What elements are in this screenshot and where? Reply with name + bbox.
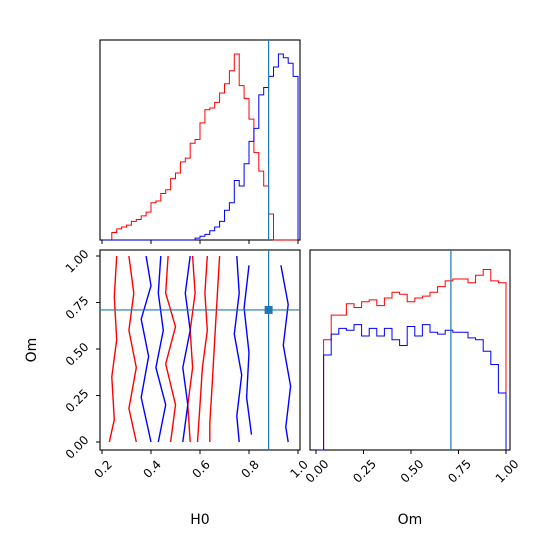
joint-truth-marker [264,305,273,314]
om-xtick-label-4: 1.00 [493,457,522,486]
om-xtick-label-1: 0.25 [350,457,379,486]
joint-y-ticks: 0.00 0.25 0.50 0.75 1.00 [63,247,100,462]
joint-ytick-label-1: 0.25 [63,386,92,415]
joint-xtick-label-0: 0.2 [91,457,114,480]
om-marginal-panel: 0.00 0.25 0.50 0.75 1.00 Om [303,249,522,528]
om-marginal-histograms [316,250,507,451]
contour-series-1-level-0 [140,255,152,443]
joint-ytick-label-2: 0.50 [63,340,92,369]
contour-series-0-level-3 [187,255,196,443]
om-hist-series-1 [316,324,507,451]
joint-ytick-label-4: 1.00 [63,247,92,276]
x-axis-label-h0: H0 [190,512,209,528]
contour-series-1-level-5 [280,265,292,443]
contour-series-0-level-1 [128,255,137,443]
joint-xtick-label-3: 0.8 [238,457,261,480]
om-xtick-label-0: 0.00 [303,457,332,486]
contour-series-1-level-3 [233,255,243,443]
x-axis-label-om: Om [398,512,423,528]
om-xtick-label-2: 0.50 [398,457,427,486]
contour-series-0-level-0 [108,255,118,443]
contour-series-1-level-2 [182,255,191,443]
joint-frame [99,249,301,451]
contour-series-0-level-2 [165,255,177,443]
om-hist-series-0 [316,269,507,451]
h0-marginal-panel [99,39,301,244]
om-xtick-label-3: 0.75 [445,457,474,486]
joint-ytick-label-0: 0.00 [63,433,92,462]
om-marginal-frame [309,249,511,451]
contour-series-1-level-4 [243,265,253,435]
contour-series-1-level-1 [155,255,167,443]
y-axis-label-om: Om [24,338,40,363]
joint-xtick-label-2: 0.6 [189,457,212,480]
h0-marginal-histograms [101,40,299,244]
joint-contours [100,250,300,450]
h0-om-joint-panel: 0.2 0.4 0.6 0.8 1.0 0.000.250.500.751.00 H0 … [24,247,311,528]
h0-hist-series-1 [102,53,299,241]
contour-series-0-level-5 [209,255,221,442]
om-x-ticks: 0.00 0.25 0.50 0.75 1.00 [303,450,522,486]
joint-ytick-label-3: 0.75 [63,293,92,322]
joint-xtick-label-1: 0.4 [140,457,163,480]
joint-x-ticks: 0.2 0.4 0.6 0.8 1.0 [91,450,311,481]
h0-hist-series-0 [102,53,298,241]
contour-series-0-level-4 [196,255,208,443]
